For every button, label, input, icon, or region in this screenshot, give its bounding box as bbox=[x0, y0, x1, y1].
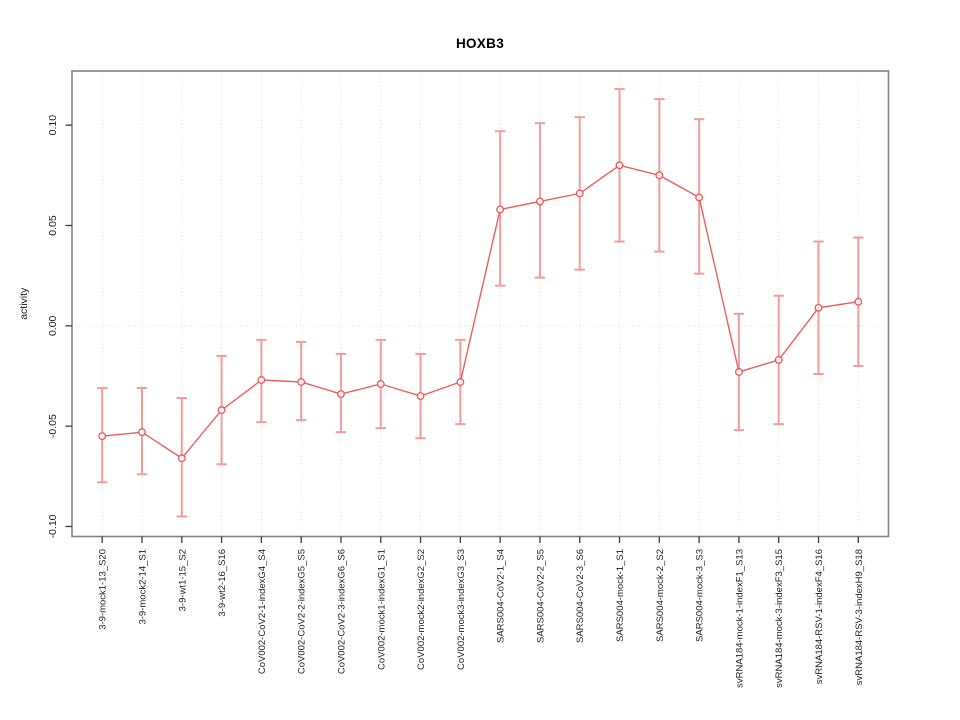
x-tick-label: SARS004-mock-2_S2 bbox=[655, 549, 666, 642]
x-tick-label: SARS004-CoV2-1_S4 bbox=[496, 549, 507, 643]
y-axis: -0.10 -0.05 0.00 0.05 0.10 bbox=[47, 115, 72, 538]
gridlines bbox=[101, 71, 859, 537]
data-point-marker bbox=[814, 303, 823, 312]
data-point-marker bbox=[655, 171, 664, 180]
y-tick-label: -0.10 bbox=[47, 514, 59, 538]
x-tick-label: CoV002-CoV2-1-indexG4_S4 bbox=[257, 549, 268, 674]
data-point-marker bbox=[217, 406, 226, 415]
data-point-marker bbox=[774, 355, 783, 364]
x-tick-label: 3-9-mock1-13_S20 bbox=[98, 549, 109, 630]
data-points bbox=[98, 161, 863, 463]
data-point-marker bbox=[98, 432, 107, 441]
data-point-marker bbox=[416, 392, 425, 400]
data-point-marker bbox=[615, 161, 624, 170]
x-tick-label: svRNA184-mock-3-indexF3_S15 bbox=[774, 549, 785, 688]
data-point-marker bbox=[337, 390, 345, 398]
plot-frame bbox=[71, 70, 890, 538]
y-axis-label: activity bbox=[18, 287, 30, 320]
x-tick-label: 3-9-mock2-14_S1 bbox=[137, 549, 148, 625]
data-point-marker bbox=[854, 297, 863, 306]
data-line bbox=[102, 164, 859, 460]
x-axis: 3-9-mock1-13_S20 3-9-mock2-14_S1 3-9-wt1-1… bbox=[98, 536, 865, 688]
x-tick-label: SARS004-mock-3_S3 bbox=[695, 549, 706, 642]
y-tick-label: 0.10 bbox=[47, 115, 59, 136]
x-tick-label: CoV002-mock1-indexG1_S1 bbox=[376, 549, 387, 670]
x-tick-label: CoV002-CoV2-3-indexG6_S6 bbox=[336, 549, 347, 674]
data-point-marker bbox=[376, 380, 385, 388]
x-tick-label: svRNA184-RSV-3-indexH9_S18 bbox=[854, 549, 865, 685]
x-tick-label: 3-9-wt1-15_S2 bbox=[177, 549, 188, 611]
x-tick-label: svRNA184-RSV-1-indexF4_S16 bbox=[814, 549, 825, 684]
data-point-marker bbox=[575, 189, 584, 198]
data-point-marker bbox=[138, 428, 146, 437]
x-tick-label: CoV002-CoV2-2-indexG5_S5 bbox=[297, 549, 308, 674]
data-point-marker bbox=[456, 378, 465, 386]
x-tick-label: CoV002-mock3-indexG3_S3 bbox=[456, 549, 467, 670]
error-bars bbox=[97, 88, 864, 518]
data-point-marker bbox=[535, 197, 544, 206]
y-tick-label: 0.00 bbox=[47, 315, 59, 336]
x-tick-label: svRNA184-mock-1-indexF1_S13 bbox=[734, 549, 745, 688]
y-tick-label: -0.05 bbox=[47, 414, 59, 438]
x-tick-label: SARS004-CoV2-2_S5 bbox=[535, 549, 546, 643]
chart-title: HOXB3 bbox=[455, 36, 504, 51]
data-point-marker bbox=[496, 205, 505, 214]
x-tick-label: SARS004-CoV2-3_S6 bbox=[575, 549, 586, 643]
data-point-marker bbox=[257, 376, 266, 384]
x-tick-label: CoV002-mock2-indexG2_S2 bbox=[416, 549, 427, 670]
data-point-marker bbox=[177, 454, 186, 463]
data-point-marker bbox=[695, 193, 704, 202]
x-tick-label: 3-9-wt2-16_S16 bbox=[217, 549, 228, 617]
data-point-marker bbox=[734, 368, 743, 376]
y-tick-label: 0.05 bbox=[47, 215, 59, 236]
data-point-marker bbox=[297, 378, 306, 386]
x-tick-label: SARS004-mock-1_S1 bbox=[615, 549, 626, 642]
